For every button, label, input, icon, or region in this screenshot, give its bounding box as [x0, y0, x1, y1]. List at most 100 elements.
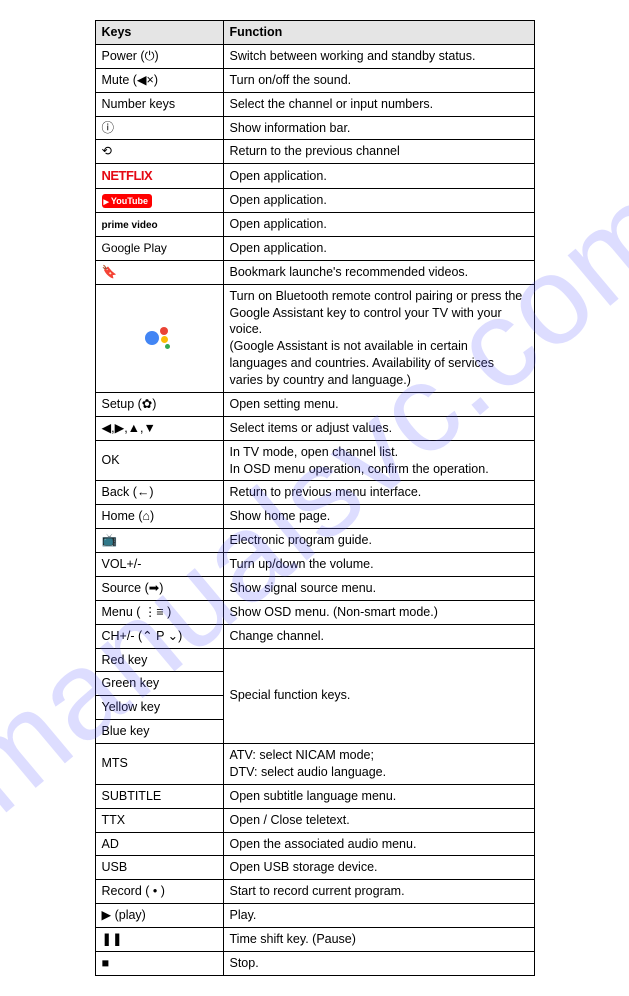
key-cell: ■ [95, 951, 223, 975]
function-cell: Show home page. [223, 505, 534, 529]
function-cell: Open application. [223, 213, 534, 237]
function-cell: Stop. [223, 951, 534, 975]
function-cell: Open application. [223, 189, 534, 213]
key-cell: Power (⏻) [95, 44, 223, 68]
key-cell: Green key [95, 672, 223, 696]
function-cell: Time shift key. (Pause) [223, 928, 534, 952]
key-cell: Home (⌂) [95, 505, 223, 529]
function-cell: Play. [223, 904, 534, 928]
function-cell: Select the channel or input numbers. [223, 92, 534, 116]
key-cell: ⓘ [95, 116, 223, 140]
table-row: 🔖Bookmark launche's recommended videos. [95, 260, 534, 284]
key-cell: Menu ( ⋮≡ ) [95, 600, 223, 624]
table-row: Number keysSelect the channel or input n… [95, 92, 534, 116]
table-row: Power (⏻)Switch between working and stan… [95, 44, 534, 68]
key-cell: TTX [95, 808, 223, 832]
table-row: ❚❚Time shift key. (Pause) [95, 928, 534, 952]
table-row: prime video Open application. [95, 213, 534, 237]
function-cell: Show signal source menu. [223, 576, 534, 600]
key-cell: Record ( • ) [95, 880, 223, 904]
function-cell: Start to record current program. [223, 880, 534, 904]
header-keys: Keys [95, 21, 223, 45]
table-row: ⓘShow information bar. [95, 116, 534, 140]
key-cell: SUBTITLE [95, 784, 223, 808]
table-row: Menu ( ⋮≡ ) Show OSD menu. (Non-smart mo… [95, 600, 534, 624]
function-cell: Return to previous menu interface. [223, 481, 534, 505]
function-cell: Turn on/off the sound. [223, 68, 534, 92]
table-row: YouTube Open application. [95, 189, 534, 213]
key-cell: ⟲ [95, 140, 223, 164]
key-cell: Yellow key [95, 696, 223, 720]
key-cell: Number keys [95, 92, 223, 116]
table-row: SUBTITLEOpen subtitle language menu. [95, 784, 534, 808]
function-cell: Open the associated audio menu. [223, 832, 534, 856]
table-row: NETFLIX Open application. [95, 164, 534, 189]
key-cell: Google Play [95, 236, 223, 260]
function-cell: Turn up/down the volume. [223, 553, 534, 577]
table-row: VOL+/-Turn up/down the volume. [95, 553, 534, 577]
table-row: ■Stop. [95, 951, 534, 975]
youtube-logo: YouTube [102, 194, 153, 208]
table-row: USBOpen USB storage device. [95, 856, 534, 880]
table-row: Record ( • )Start to record current prog… [95, 880, 534, 904]
table-row: ◀,▶,▲,▼Select items or adjust values. [95, 416, 534, 440]
key-cell: OK [95, 440, 223, 481]
function-cell: Open USB storage device. [223, 856, 534, 880]
table-row: CH+/- (⌃ P ⌄)Change channel. [95, 624, 534, 648]
function-cell: Open subtitle language menu. [223, 784, 534, 808]
table-row: MTSATV: select NICAM mode;DTV: select au… [95, 744, 534, 785]
table-row: TTXOpen / Close teletext. [95, 808, 534, 832]
function-cell: Open application. [223, 164, 534, 189]
key-cell: MTS [95, 744, 223, 785]
table-row: Google Play Open application. [95, 236, 534, 260]
key-cell: Mute (◀×) [95, 68, 223, 92]
key-cell: Back (←) [95, 481, 223, 505]
key-cell: Red key [95, 648, 223, 672]
key-cell: USB [95, 856, 223, 880]
function-cell: Change channel. [223, 624, 534, 648]
table-row: Mute (◀×)Turn on/off the sound. [95, 68, 534, 92]
table-row: ADOpen the associated audio menu. [95, 832, 534, 856]
key-cell [95, 284, 223, 392]
google-assistant-icon [145, 324, 173, 352]
key-cell: 🔖 [95, 260, 223, 284]
key-cell: AD [95, 832, 223, 856]
function-cell: Open setting menu. [223, 392, 534, 416]
key-cell: VOL+/- [95, 553, 223, 577]
table-row: Source (➡)Show signal source menu. [95, 576, 534, 600]
function-cell: In TV mode, open channel list.In OSD men… [223, 440, 534, 481]
prime-logo: prime video [102, 220, 158, 231]
function-cell: Turn on Bluetooth remote control pairing… [223, 284, 534, 392]
table-row: Home (⌂)Show home page. [95, 505, 534, 529]
function-cell: Special function keys. [223, 648, 534, 744]
key-cell: YouTube [95, 189, 223, 213]
function-cell: Select items or adjust values. [223, 416, 534, 440]
header-function: Function [223, 21, 534, 45]
key-cell: ▶ (play) [95, 904, 223, 928]
function-cell: Electronic program guide. [223, 529, 534, 553]
netflix-logo: NETFLIX [102, 168, 153, 183]
function-cell: Switch between working and standby statu… [223, 44, 534, 68]
key-cell: 📺 [95, 529, 223, 553]
gplay-logo: Google Play [102, 241, 167, 255]
table-row: Setup (✿)Open setting menu. [95, 392, 534, 416]
function-cell: ATV: select NICAM mode;DTV: select audio… [223, 744, 534, 785]
table-row: ▶ (play)Play. [95, 904, 534, 928]
key-cell: CH+/- (⌃ P ⌄) [95, 624, 223, 648]
function-cell: Open application. [223, 236, 534, 260]
function-cell: Return to the previous channel [223, 140, 534, 164]
key-cell: ◀,▶,▲,▼ [95, 416, 223, 440]
function-cell: Open / Close teletext. [223, 808, 534, 832]
remote-keys-table: Keys Function Power (⏻)Switch between wo… [95, 20, 535, 976]
key-cell: NETFLIX [95, 164, 223, 189]
function-cell: Bookmark launche's recommended videos. [223, 260, 534, 284]
table-row: OKIn TV mode, open channel list.In OSD m… [95, 440, 534, 481]
key-cell: Setup (✿) [95, 392, 223, 416]
key-cell: ❚❚ [95, 928, 223, 952]
function-cell: Show OSD menu. (Non-smart mode.) [223, 600, 534, 624]
table-row: 📺 Electronic program guide. [95, 529, 534, 553]
table-row: ⟲Return to the previous channel [95, 140, 534, 164]
key-cell: Source (➡) [95, 576, 223, 600]
function-cell: Show information bar. [223, 116, 534, 140]
key-cell: prime video [95, 213, 223, 237]
